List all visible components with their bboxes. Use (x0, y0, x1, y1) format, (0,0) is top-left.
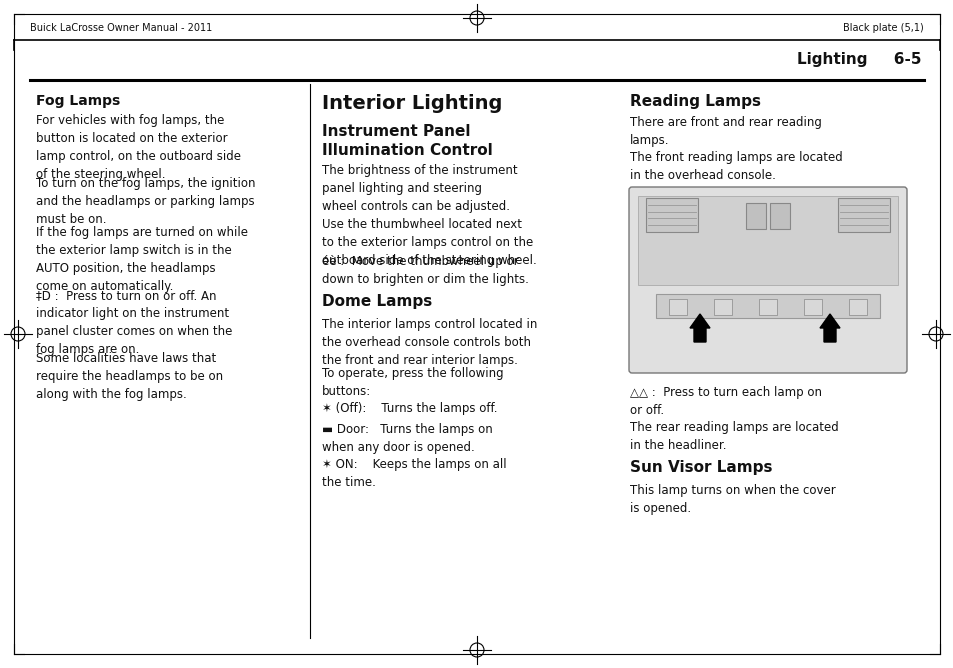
Text: Interior Lighting: Interior Lighting (322, 94, 502, 113)
Text: Fog Lamps: Fog Lamps (36, 94, 120, 108)
Bar (656, 294, 879, 318)
Bar (837, 198, 889, 232)
Bar (714, 299, 732, 315)
FancyBboxPatch shape (628, 187, 906, 373)
Text: ▬ Door:   Turns the lamps on
when any door is opened.: ▬ Door: Turns the lamps on when any door… (322, 423, 493, 454)
Text: This lamp turns on when the cover
is opened.: This lamp turns on when the cover is ope… (629, 484, 835, 515)
Text: Instrument Panel
Illumination Control: Instrument Panel Illumination Control (322, 124, 493, 158)
Text: Lighting     6-5: Lighting 6-5 (797, 52, 921, 67)
Polygon shape (689, 314, 709, 342)
Bar (745, 203, 765, 229)
Text: For vehicles with fog lamps, the
button is located on the exterior
lamp control,: For vehicles with fog lamps, the button … (36, 114, 241, 181)
Text: Dome Lamps: Dome Lamps (322, 294, 432, 309)
Text: ‡D :  Press to turn on or off. An
indicator light on the instrument
panel cluste: ‡D : Press to turn on or off. An indicat… (36, 289, 233, 356)
Text: Black plate (5,1): Black plate (5,1) (842, 23, 923, 33)
Text: The interior lamps control located in
the overhead console controls both
the fro: The interior lamps control located in th… (322, 318, 537, 367)
Text: If the fog lamps are turned on while
the exterior lamp switch is in the
AUTO pos: If the fog lamps are turned on while the… (36, 226, 248, 293)
Text: éè :  Move the thumbwheel up or
down to brighten or dim the lights.: éè : Move the thumbwheel up or down to b… (322, 255, 528, 286)
Text: The front reading lamps are located
in the overhead console.: The front reading lamps are located in t… (629, 151, 841, 182)
Text: There are front and rear reading
lamps.: There are front and rear reading lamps. (629, 116, 821, 147)
Bar (803, 299, 821, 315)
Text: Reading Lamps: Reading Lamps (629, 94, 760, 109)
Bar (638, 196, 897, 285)
Text: The brightness of the instrument
panel lighting and steering
wheel controls can : The brightness of the instrument panel l… (322, 164, 537, 267)
Bar (669, 299, 687, 315)
Text: ✶ (Off):    Turns the lamps off.: ✶ (Off): Turns the lamps off. (322, 402, 497, 415)
Polygon shape (820, 314, 840, 342)
Bar (769, 203, 789, 229)
Text: The rear reading lamps are located
in the headliner.: The rear reading lamps are located in th… (629, 421, 838, 452)
Text: Buick LaCrosse Owner Manual - 2011: Buick LaCrosse Owner Manual - 2011 (30, 23, 212, 33)
Bar (759, 299, 776, 315)
Text: To turn on the fog lamps, the ignition
and the headlamps or parking lamps
must b: To turn on the fog lamps, the ignition a… (36, 177, 255, 226)
Text: △△ :  Press to turn each lamp on
or off.: △△ : Press to turn each lamp on or off. (629, 386, 821, 417)
Bar (848, 299, 865, 315)
Text: ✶ ON:    Keeps the lamps on all
the time.: ✶ ON: Keeps the lamps on all the time. (322, 458, 506, 489)
Text: Sun Visor Lamps: Sun Visor Lamps (629, 460, 772, 475)
Bar (645, 198, 698, 232)
Text: Some localities have laws that
require the headlamps to be on
along with the fog: Some localities have laws that require t… (36, 352, 223, 401)
Text: To operate, press the following
buttons:: To operate, press the following buttons: (322, 367, 503, 398)
